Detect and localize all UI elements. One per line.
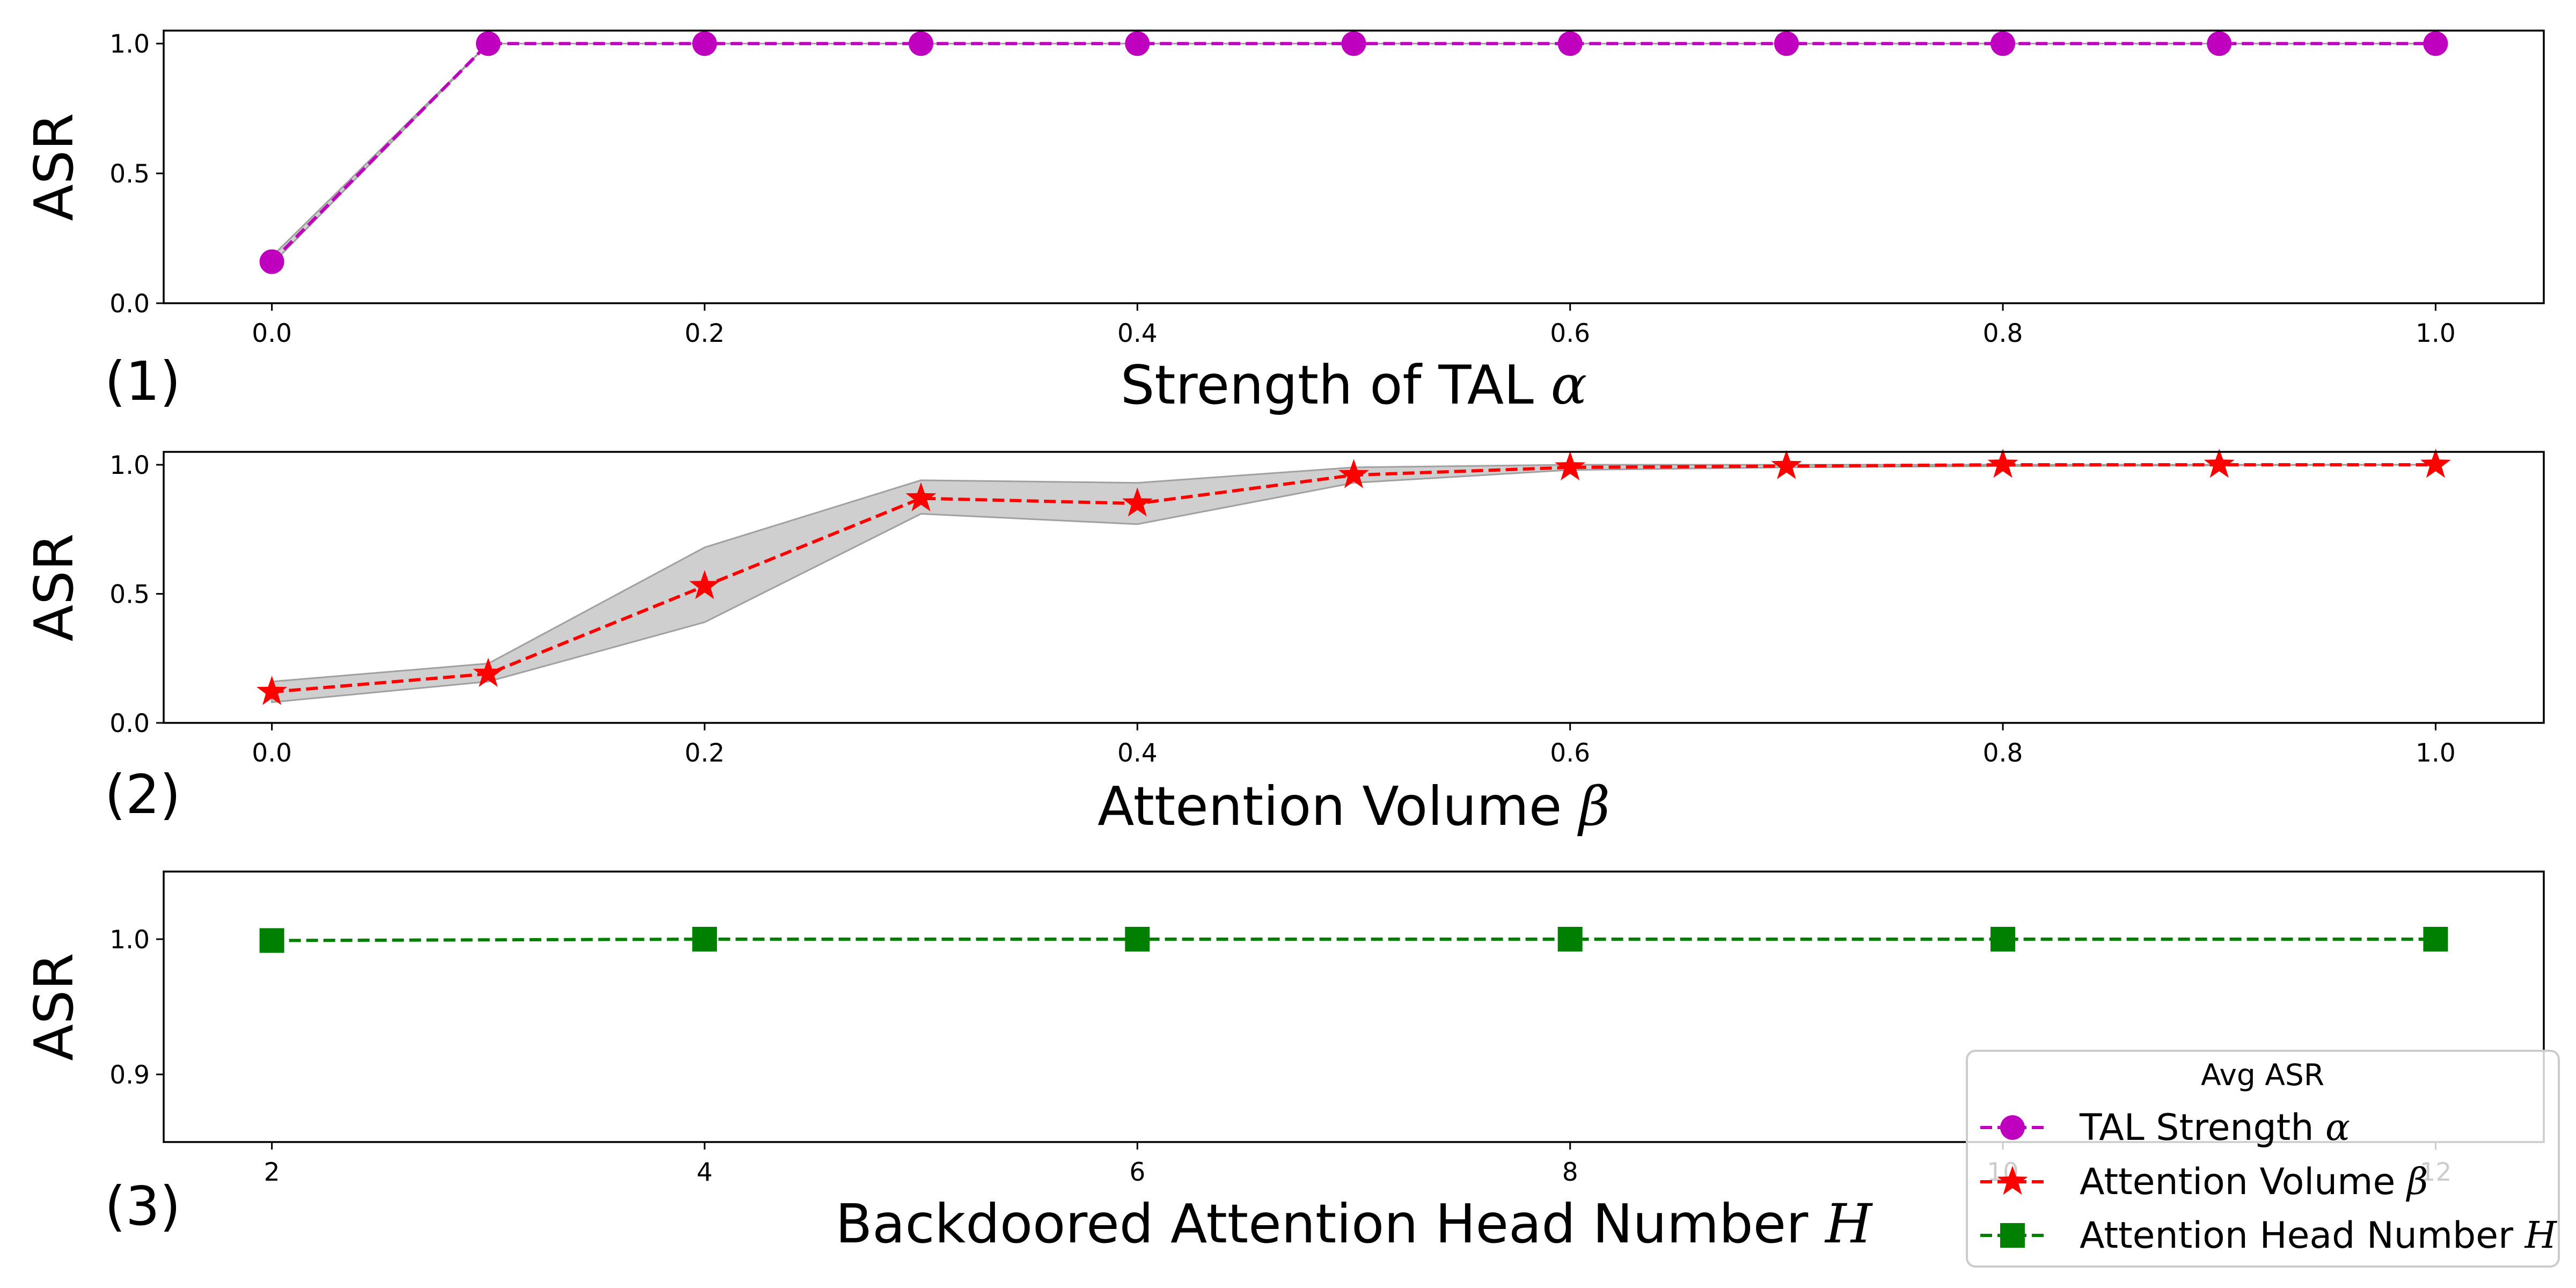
data-point: [1987, 449, 2018, 478]
legend-square-marker: [2000, 1223, 2025, 1248]
x-tick-label: 0.6: [1550, 738, 1590, 768]
data-point: [259, 249, 284, 274]
x-axis-label: Attention Volume β: [1097, 775, 1610, 838]
data-point: [1557, 31, 1583, 56]
y-tick-label: 1.0: [109, 925, 150, 955]
y-axis-label: ASR: [23, 533, 85, 641]
data-point: [692, 31, 717, 56]
panel-tag: (1): [105, 350, 181, 413]
x-tick-label: 0.8: [1983, 738, 2023, 768]
data-point: [257, 676, 288, 705]
y-tick-label: 0.9: [109, 1060, 150, 1090]
data-point: [1774, 31, 1799, 56]
confidence-band-2: [271, 464, 2436, 704]
y-tick-label: 0.0: [109, 709, 150, 738]
legend-entry-attention-head-number: Attention Head Number H: [1980, 1214, 2558, 1257]
legend-frame: [1966, 1050, 2560, 1268]
legend-label-1: TAL Strength α: [2079, 1107, 2350, 1149]
x-tick-label: 0.8: [1983, 319, 2023, 348]
panel-tag: (2): [105, 763, 181, 826]
axes-frame: [163, 30, 2545, 304]
x-tick-label: 0.4: [1117, 738, 1158, 768]
panel-1: 0.0 0.2 0.4 0.6 0.8 1.0 0.0 0.5 1.0 ASR Strength o…: [23, 30, 2545, 416]
data-point: [259, 928, 284, 953]
y-tick-label: 0.5: [109, 580, 150, 610]
legend-label-3: Attention Head Number H: [2080, 1214, 2558, 1257]
data-point: [2423, 927, 2448, 952]
legend-title: Avg ASR: [2201, 1058, 2324, 1092]
x-axis-label: Strength of TAL α: [1121, 354, 1587, 416]
data-point: [2204, 449, 2235, 478]
data-point: [689, 570, 720, 599]
y-axis-label: ASR: [23, 953, 85, 1060]
x-tick-label: 0.2: [685, 319, 725, 348]
data-point: [1341, 31, 1366, 56]
x-tick-label: 1.0: [2416, 319, 2456, 348]
panel-2: 0.0 0.2 0.4 0.6 0.8 1.0 0.0 0.5 1.0 ASR Attention …: [23, 449, 2545, 838]
legend-entry-attention-volume: Attention Volume β: [1980, 1161, 2428, 1203]
legend-label-2: Attention Volume β: [2080, 1161, 2428, 1203]
x-axis-label: Backdoored Attention Head Number H: [836, 1192, 1873, 1255]
x-tick-label: 0.2: [685, 738, 725, 768]
panel-tag: (3): [105, 1175, 181, 1238]
data-point: [473, 657, 504, 687]
data-point: [2423, 31, 2448, 56]
data-point: [1122, 487, 1153, 517]
y-tick-label: 1.0: [109, 30, 150, 59]
legend-star-marker: [1997, 1166, 2028, 1195]
legend: Avg ASR TAL Strength α Attention Volume …: [1966, 1050, 2560, 1268]
data-point: [2207, 31, 2232, 56]
data-point: [475, 31, 501, 56]
x-tick-label: 0.0: [252, 319, 292, 348]
x-tick-label: 1.0: [2416, 738, 2456, 768]
y-tick-label: 0.5: [109, 159, 150, 189]
data-point: [692, 927, 717, 952]
y-axis-label: ASR: [23, 113, 85, 221]
data-point: [1125, 31, 1150, 56]
axes-frame: [163, 451, 2545, 724]
series-line-1: [270, 42, 2436, 263]
x-tick-label: 0.6: [1550, 319, 1590, 348]
series-line-3: [272, 938, 2436, 942]
panels: 0.0 0.2 0.4 0.6 0.8 1.0 0.0 0.5 1.0 ASR Strength o…: [23, 30, 2545, 1255]
x-tick-label: 2: [264, 1158, 280, 1187]
data-point: [2420, 449, 2451, 478]
series-line-2: [272, 463, 2436, 694]
confidence-band-1: [271, 42, 2436, 267]
axes-frame: [163, 870, 2545, 1143]
y-tick-label: 0.0: [109, 289, 150, 319]
data-point: [909, 31, 934, 56]
legend-circle-marker: [2000, 1115, 2025, 1140]
data-point: [1990, 927, 2016, 952]
y-tick-label: 1.0: [109, 451, 150, 480]
x-tick-label: 4: [697, 1158, 713, 1187]
data-point: [1771, 450, 1802, 479]
data-point: [1125, 927, 1150, 952]
data-point: [1990, 31, 2016, 56]
x-tick-label: 8: [1562, 1158, 1578, 1187]
data-point: [905, 482, 936, 511]
x-tick-label: 6: [1129, 1158, 1145, 1187]
legend-entry-tal-strength: TAL Strength α: [1980, 1107, 2350, 1149]
data-point: [1555, 451, 1586, 481]
x-tick-label: 0.4: [1117, 319, 1158, 348]
data-point: [1557, 927, 1583, 952]
data-point: [1338, 459, 1369, 488]
x-tick-label: 0.0: [252, 738, 292, 768]
